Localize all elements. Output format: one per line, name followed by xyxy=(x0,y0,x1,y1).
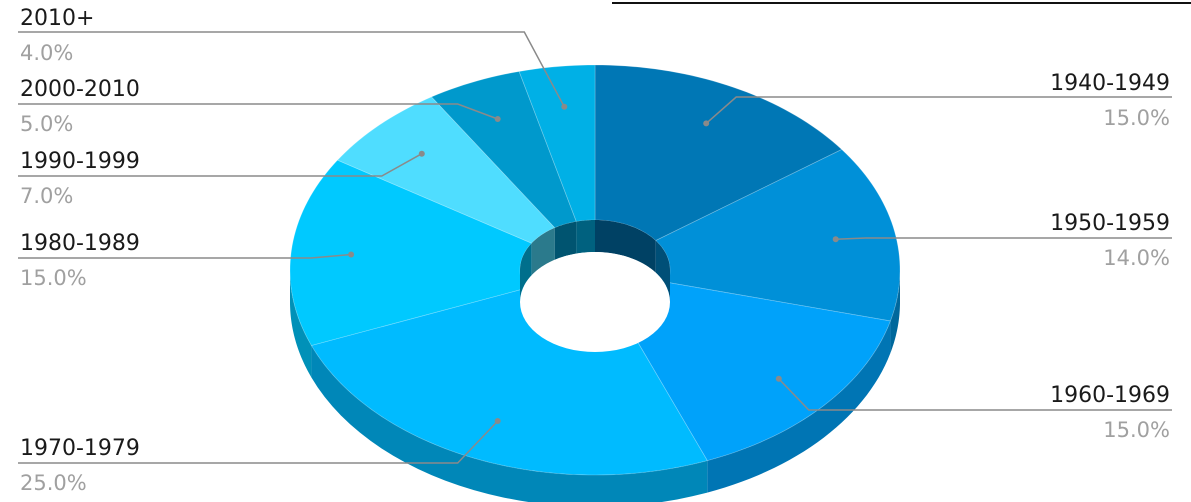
slice-label-1940-1949: 1940-1949 xyxy=(1050,71,1170,96)
leader-line-1950-1959 xyxy=(835,237,1172,240)
leader-dot-1950-1959 xyxy=(832,236,839,243)
slice-percent-1940-1949: 15.0% xyxy=(1103,106,1170,130)
slice-side-1950-1959 xyxy=(890,270,900,353)
leader-dot-2000-2010 xyxy=(494,116,501,122)
leader-line-1940-1949 xyxy=(705,96,1172,124)
slice-inner-wall-2010-plus xyxy=(576,220,595,254)
leader-dot-1970-1979 xyxy=(494,418,501,424)
slice-percent-1990-1999: 7.0% xyxy=(20,184,73,208)
slice-label-1970-1979: 1970-1979 xyxy=(20,436,140,461)
leader-line-2010-plus xyxy=(18,31,565,108)
leader-line-1960-1969 xyxy=(778,378,1172,411)
slice-inner-wall-1940-1949 xyxy=(595,220,656,273)
slice-percent-2000-2010: 5.0% xyxy=(20,112,73,136)
leader-line-1990-1999 xyxy=(18,153,423,177)
slice-side-1960-1969 xyxy=(707,320,891,493)
slice-labels-group: 1940-1949 15.0% 1950-1959 14.0% 1960-1969 15.… xyxy=(18,6,1172,495)
slice-label-1990-1999: 1990-1999 xyxy=(20,149,140,174)
donut-hole xyxy=(520,252,670,352)
leader-dot-1940-1949 xyxy=(703,120,710,127)
leader-line-2000-2010 xyxy=(18,103,498,120)
leader-dot-2010-plus xyxy=(561,103,568,110)
leader-line-1980-1989 xyxy=(18,253,352,259)
donut-top-group xyxy=(289,64,901,476)
leader-dot-1960-1969 xyxy=(775,375,782,382)
slice-inner-wall-1990-1999 xyxy=(531,227,555,276)
slice-label-1960-1969: 1960-1969 xyxy=(1050,383,1170,408)
slice-inner-wall-1950-1959 xyxy=(655,240,670,302)
leader-dot-1990-1999 xyxy=(418,150,425,157)
slice-percent-1980-1989: 15.0% xyxy=(20,266,87,290)
slice-percent-1950-1959: 14.0% xyxy=(1103,246,1170,270)
slice-percent-2010-plus: 4.0% xyxy=(20,41,73,65)
slice-percent-1970-1979: 25.0% xyxy=(20,471,87,495)
leader-dot-1980-1989 xyxy=(348,251,355,258)
slice-label-1950-1959: 1950-1959 xyxy=(1050,211,1170,236)
slice-label-2000-2010: 2000-2010 xyxy=(20,77,140,102)
slice-side-1980-1989 xyxy=(290,270,312,378)
slice-label-1980-1989: 1980-1989 xyxy=(20,231,140,256)
slice-label-2010-plus: 2010+ xyxy=(20,6,94,31)
slice-percent-1960-1969: 15.0% xyxy=(1103,418,1170,442)
slice-inner-wall-1980-1989 xyxy=(520,243,532,302)
slice-inner-wall-2000-2010 xyxy=(554,221,577,260)
leader-line-1970-1979 xyxy=(18,420,499,464)
